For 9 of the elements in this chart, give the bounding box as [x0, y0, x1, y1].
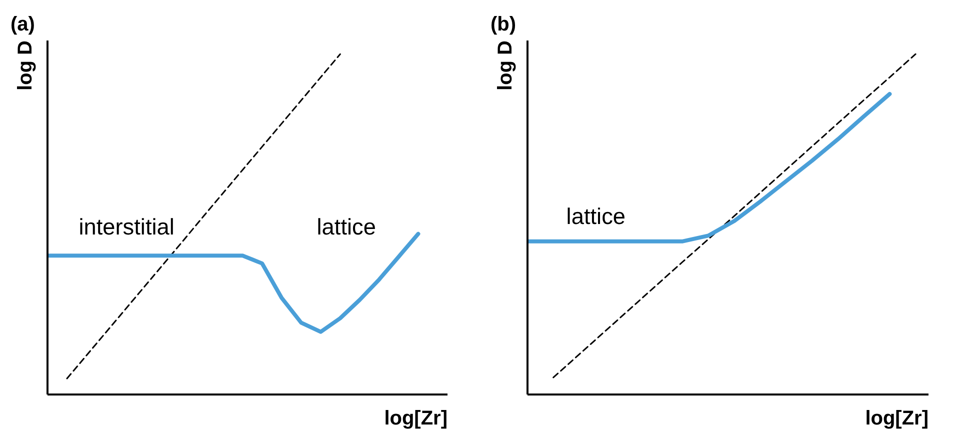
annotation: lattice	[566, 203, 626, 230]
chart-title: (a)	[10, 14, 35, 36]
annotation: lattice	[316, 213, 376, 240]
chart-title: (b)	[490, 14, 516, 36]
y-axis-title: log D	[494, 40, 516, 90]
annotation: interstitial	[78, 213, 174, 240]
x-axis-title: log[Zr]	[384, 408, 448, 430]
x-axis-title: log[Zr]	[865, 408, 928, 430]
y-axis-title: log D	[14, 40, 36, 90]
